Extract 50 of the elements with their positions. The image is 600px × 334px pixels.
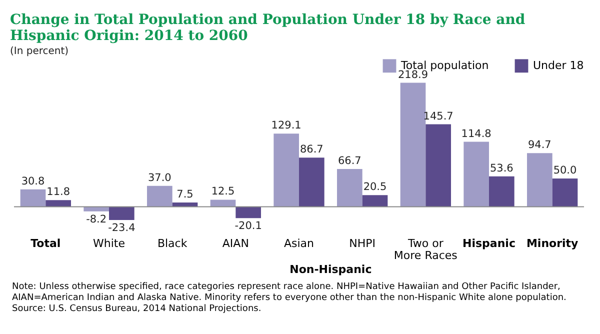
bar bbox=[299, 158, 324, 207]
bar bbox=[236, 206, 261, 218]
data-label: 12.5 bbox=[211, 186, 235, 198]
bar bbox=[109, 206, 134, 220]
bar bbox=[46, 200, 71, 207]
bar bbox=[172, 202, 198, 207]
x-tick-label: Two or More Races bbox=[394, 237, 458, 262]
x-tick-label: Black bbox=[157, 237, 188, 250]
data-label: 66.7 bbox=[338, 155, 362, 168]
text: Note: Unless otherwise specified, race categories represent race alone. NHPI=Native Hawaiian and Other Pacific Islander, AIAN=American Indian and Alaska Native. Minority refers to everyone other than the non-Hispanic White alone population. bbox=[12, 282, 566, 303]
bar bbox=[426, 124, 451, 207]
data-label: 114.8 bbox=[461, 128, 492, 140]
x-tick-label: White bbox=[93, 237, 126, 250]
bar bbox=[210, 200, 236, 207]
data-label: 145.7 bbox=[423, 110, 454, 122]
data-label: 30.8 bbox=[21, 175, 45, 188]
data-label: 50.0 bbox=[553, 164, 577, 176]
data-label: 37.0 bbox=[148, 172, 172, 184]
x-tick-label: AIAN bbox=[222, 237, 249, 250]
x-tick-label: Minority bbox=[526, 237, 578, 250]
x-tick-label: Hispanic bbox=[462, 237, 516, 250]
bar bbox=[489, 176, 514, 207]
x-tick-label: Asian bbox=[284, 237, 314, 250]
bar bbox=[527, 153, 552, 207]
data-label: 129.1 bbox=[271, 120, 302, 132]
bar bbox=[20, 189, 46, 207]
chart-subtitle: (In percent) bbox=[10, 46, 69, 57]
data-label: 20.5 bbox=[363, 181, 387, 194]
bar bbox=[400, 82, 426, 207]
x-tick-label: NHPI bbox=[349, 237, 376, 250]
bar bbox=[274, 134, 299, 207]
bar bbox=[552, 178, 578, 207]
legend-label: Under 18 bbox=[533, 58, 584, 72]
x-tick-label: Total bbox=[30, 237, 61, 250]
data-label: 11.8 bbox=[46, 186, 70, 198]
bar bbox=[464, 142, 489, 207]
bar bbox=[362, 195, 388, 207]
chart-title: Change in Total Population and Population Under 18 by Race and Hispanic Origin: 2014 to 2060 bbox=[10, 12, 526, 44]
source-note: Source: U.S. Census Bureau, 2014 National Projections. bbox=[12, 304, 262, 314]
data-label: 53.6 bbox=[490, 162, 514, 174]
data-label: 86.7 bbox=[300, 144, 324, 156]
text: Non-Hispanic bbox=[290, 263, 372, 276]
data-label: -20.1 bbox=[234, 220, 262, 232]
data-label: 218.9 bbox=[398, 68, 428, 81]
data-label: -23.4 bbox=[108, 222, 136, 234]
bar bbox=[147, 186, 172, 207]
data-label: -8.2 bbox=[86, 213, 107, 226]
data-label: 7.5 bbox=[176, 188, 194, 201]
data-label: 94.7 bbox=[528, 139, 552, 152]
bar bbox=[337, 169, 362, 207]
